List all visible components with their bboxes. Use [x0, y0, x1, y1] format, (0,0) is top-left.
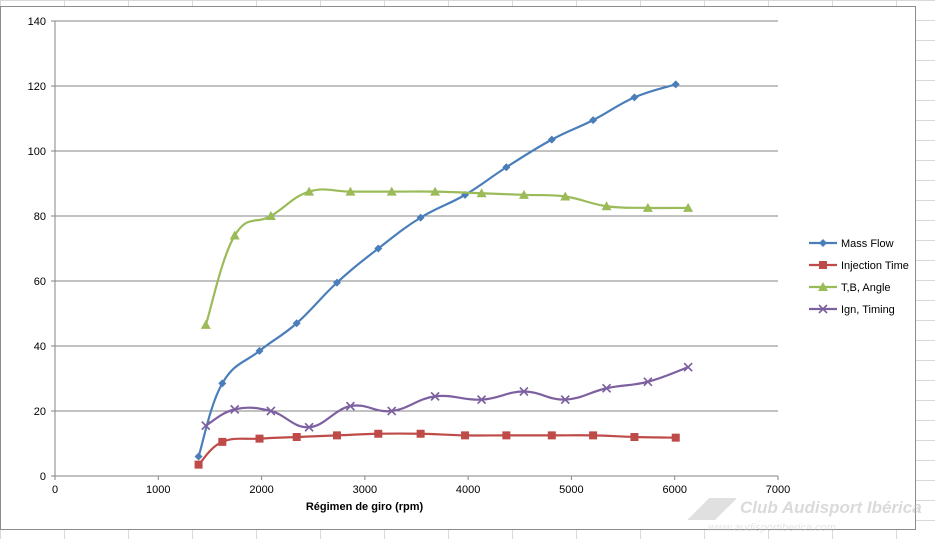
data-point — [416, 429, 425, 438]
legend-marker — [818, 304, 828, 314]
legend-label: Ign, Timing — [841, 304, 895, 316]
y-tick-label: 60 — [34, 276, 46, 288]
axes: 0 20 40 60 80 100 120 140 0 1000 2000 3000 4000 5000 6… — [28, 16, 791, 496]
x-tick-label: 0 — [52, 484, 58, 496]
data-point — [386, 186, 397, 196]
data-point — [589, 116, 598, 125]
data-point — [200, 319, 211, 329]
data-point — [560, 395, 570, 405]
x-tick-label: 6000 — [662, 484, 686, 496]
data-point — [304, 422, 314, 432]
data-point — [430, 391, 440, 401]
legend-marker — [818, 282, 828, 291]
watermark-url: www.audisportiberica.com — [708, 522, 836, 534]
data-point — [643, 377, 653, 387]
data-point — [671, 80, 680, 89]
data-point — [519, 386, 529, 397]
data-point — [683, 362, 693, 372]
data-point — [547, 431, 556, 440]
watermark-logo-icon — [688, 498, 736, 520]
data-point — [345, 401, 355, 411]
x-tick-label: 1000 — [146, 484, 170, 496]
series-line — [197, 83, 677, 457]
data-point — [292, 319, 301, 328]
series-t-b-angle — [200, 186, 694, 329]
data-point — [683, 202, 694, 212]
data-point — [502, 163, 511, 172]
data-point — [671, 433, 680, 442]
series-layer — [194, 80, 694, 469]
series-line — [205, 366, 689, 429]
data-point — [416, 213, 425, 222]
data-point — [547, 135, 556, 144]
data-point — [230, 404, 240, 414]
data-point — [255, 346, 264, 355]
x-tick-label: 5000 — [559, 484, 583, 496]
data-point — [461, 431, 470, 440]
data-point — [345, 186, 356, 196]
x-tick-label: 3000 — [353, 484, 377, 496]
data-point — [477, 395, 487, 405]
legend-item-ign-timing: Ign, Timing — [809, 304, 895, 316]
data-point — [255, 434, 264, 443]
legend-item-mass-flow: Mass Flow — [809, 238, 894, 250]
legend-item-t-b-angle: T,B, Angle — [809, 282, 891, 294]
data-point — [560, 191, 571, 201]
data-point — [387, 406, 397, 416]
data-point — [194, 460, 203, 469]
legend-marker — [819, 239, 827, 247]
data-point — [374, 429, 383, 438]
data-point — [518, 189, 529, 199]
data-point — [374, 244, 383, 253]
data-point — [332, 278, 341, 287]
legend-label: Mass Flow — [841, 238, 894, 250]
chart-area: 0 20 40 60 80 100 120 140 0 1000 2000 3000 4000 5000 6… — [0, 6, 916, 530]
legend-label: Injection Time — [841, 260, 909, 272]
data-point — [430, 186, 441, 196]
data-point — [201, 421, 211, 431]
series-line — [197, 432, 676, 466]
gridlines — [55, 20, 778, 477]
y-tick-label: 20 — [34, 406, 46, 418]
watermark-title: Club Audisport Ibérica — [740, 498, 922, 517]
watermark: Club Audisport Ibérica www.audisportiber… — [688, 498, 933, 538]
legend-marker — [819, 261, 827, 269]
x-tick-label: 2000 — [249, 484, 273, 496]
data-point — [218, 379, 227, 388]
series-line — [204, 188, 689, 326]
data-point — [589, 431, 598, 440]
legend: Mass Flow Injection Time T,B, Angle Ign, Ti… — [809, 238, 909, 316]
data-point — [229, 230, 240, 240]
line-chart: 0 20 40 60 80 100 120 140 0 1000 2000 3000 4000 5000 6… — [28, 16, 909, 513]
y-tick-label: 140 — [28, 16, 46, 28]
data-point — [304, 186, 315, 196]
y-tick-label: 100 — [28, 146, 46, 158]
data-point — [218, 437, 227, 446]
data-point — [601, 383, 612, 393]
legend-item-injection-time: Injection Time — [809, 260, 909, 272]
data-point — [630, 93, 639, 102]
x-tick-label: 7000 — [766, 484, 790, 496]
data-point — [266, 406, 276, 416]
y-tick-label: 0 — [40, 471, 46, 483]
data-point — [292, 433, 301, 441]
data-point — [642, 202, 653, 212]
data-point — [332, 431, 341, 440]
x-axis-label: Régimen de giro (rpm) — [306, 501, 424, 513]
data-point — [502, 431, 511, 440]
y-tick-label: 80 — [34, 211, 46, 223]
x-tick-label: 4000 — [456, 484, 480, 496]
y-tick-label: 40 — [34, 341, 46, 353]
series-mass-flow — [194, 80, 680, 461]
data-point — [265, 211, 276, 220]
data-point — [194, 452, 203, 461]
data-point — [601, 201, 612, 211]
legend-label: T,B, Angle — [841, 282, 891, 294]
y-tick-label: 120 — [28, 81, 46, 93]
data-point — [630, 433, 639, 441]
series-ign-timing — [201, 362, 693, 432]
series-injection-time — [194, 429, 680, 469]
data-point — [476, 188, 487, 198]
